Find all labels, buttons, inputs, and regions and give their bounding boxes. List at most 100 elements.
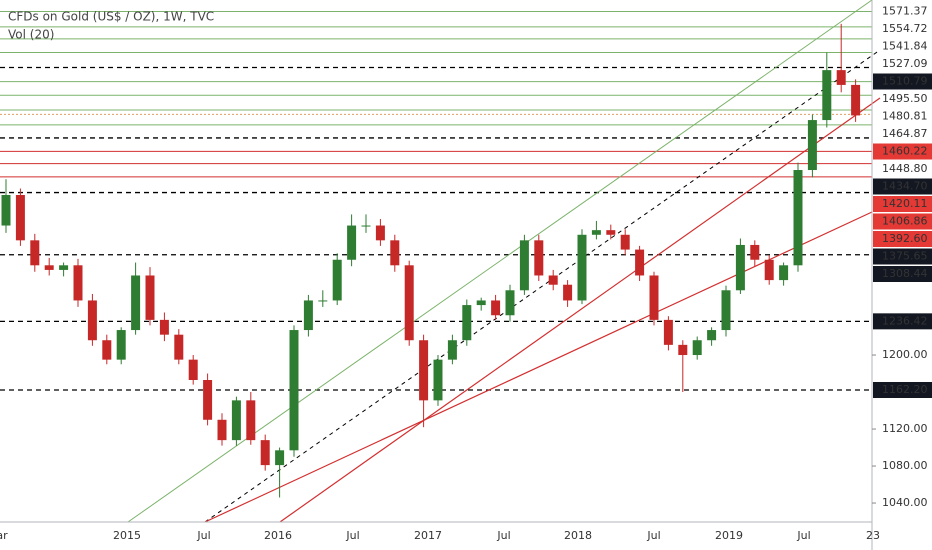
- candle-body: [534, 240, 544, 276]
- y-tick-label: 1040.00: [882, 496, 928, 509]
- level-label: 1392.60: [882, 232, 928, 245]
- levels: [0, 10, 872, 391]
- candle-body: [102, 340, 112, 360]
- candle-body: [678, 344, 688, 356]
- candle-body: [131, 275, 141, 331]
- level-label-box: [873, 381, 932, 398]
- level-label: 1448.80: [882, 162, 928, 175]
- candle-body: [275, 450, 285, 466]
- candle-body: [30, 240, 40, 266]
- trend-line: [279, 97, 881, 523]
- chart-subtitle: Vol (20): [8, 28, 54, 42]
- candle-body: [361, 225, 371, 227]
- y-tick-label: 1200.00: [882, 348, 928, 361]
- candle-body: [476, 300, 486, 306]
- x-tick-label: 2019: [715, 529, 743, 542]
- x-tick-label: Jul: [196, 529, 210, 542]
- candle-body: [606, 230, 616, 235]
- candle-body: [332, 259, 342, 301]
- x-tick-label: 2018: [564, 529, 592, 542]
- x-tick-label: 2017: [414, 529, 442, 542]
- candle-body: [635, 249, 645, 276]
- candle-body: [591, 230, 601, 235]
- candle-body: [217, 419, 227, 441]
- candle-body: [563, 284, 573, 301]
- candle-body: [779, 265, 789, 281]
- candle-body: [433, 359, 443, 401]
- x-tick-label: Jul: [796, 529, 810, 542]
- level-label: 1434.70: [882, 179, 928, 192]
- candle-body: [375, 225, 385, 241]
- candle-body: [793, 170, 803, 266]
- level-label: 1571.37: [882, 4, 928, 17]
- candle-body: [303, 300, 313, 331]
- candle-body: [44, 265, 54, 270]
- candle-body: [836, 70, 846, 85]
- x-tick-label: Jul: [496, 529, 510, 542]
- level-label-box: [873, 143, 932, 160]
- x-tick-label: Jul: [646, 529, 660, 542]
- level-label: 1420.11: [882, 197, 928, 210]
- trend-line: [204, 49, 881, 523]
- level-label: 1236.42: [882, 314, 928, 327]
- candle-body: [548, 275, 558, 285]
- level-label-box: [873, 178, 932, 195]
- candles: [1, 23, 861, 498]
- level-label-box: [873, 73, 932, 90]
- level-label-box: [873, 213, 932, 230]
- candle-body: [347, 225, 357, 260]
- level-label-box: [873, 313, 932, 330]
- level-label: 1375.65: [882, 249, 928, 262]
- candle-body: [851, 84, 861, 116]
- level-label: 1541.84: [882, 39, 928, 52]
- x-tick-label: ar: [0, 529, 8, 542]
- candle-body: [159, 319, 169, 335]
- candle-body: [822, 70, 832, 121]
- candle-body: [231, 400, 241, 441]
- x-tick-label: 23: [866, 529, 880, 542]
- candle-body: [735, 244, 745, 291]
- candle-body: [419, 340, 429, 401]
- candle-body: [246, 400, 256, 441]
- candle-body: [116, 330, 126, 360]
- candle-body: [260, 440, 270, 466]
- candle-body: [663, 319, 673, 345]
- candle-body: [390, 240, 400, 266]
- candle-body: [145, 275, 155, 320]
- level-label: 1460.22: [882, 144, 928, 157]
- level-label: 1554.72: [882, 22, 928, 35]
- level-label: 1308.44: [882, 267, 928, 280]
- level-label: 1527.09: [882, 57, 928, 70]
- candle-body: [491, 300, 501, 316]
- candle-body: [577, 234, 587, 301]
- candle-body: [807, 120, 817, 171]
- level-label: 1480.81: [882, 109, 928, 122]
- candle-body: [289, 330, 299, 451]
- candle-body: [721, 290, 731, 331]
- candle-body: [59, 265, 69, 270]
- candle-body: [505, 290, 515, 316]
- candle-body: [750, 244, 760, 260]
- level-label-box: [873, 248, 932, 265]
- candle-body: [318, 300, 328, 302]
- level-label: 1162.20: [882, 383, 928, 396]
- level-label: 1495.50: [882, 92, 928, 105]
- candle-body: [73, 265, 83, 301]
- candle-body: [87, 300, 97, 341]
- level-label: 1510.79: [882, 74, 928, 87]
- chart-title: CFDs on Gold (US$ / OZ), 1W, TVC: [8, 10, 214, 24]
- candle-body: [188, 359, 198, 381]
- candle-body: [649, 275, 659, 320]
- candle-body: [462, 305, 472, 341]
- trend-line: [204, 211, 873, 523]
- candle-body: [764, 259, 774, 281]
- candle-body: [707, 330, 717, 341]
- axes: 1040.00 1080.00 1120.00 1200.00 ar 2015 Jul 201…: [0, 4, 932, 542]
- y-tick-label: 1080.00: [882, 459, 928, 472]
- y-tick-label: 1120.00: [882, 422, 928, 435]
- level-label-box: [873, 265, 932, 282]
- level-label: 1406.86: [882, 214, 928, 227]
- x-tick-label: 2016: [264, 529, 292, 542]
